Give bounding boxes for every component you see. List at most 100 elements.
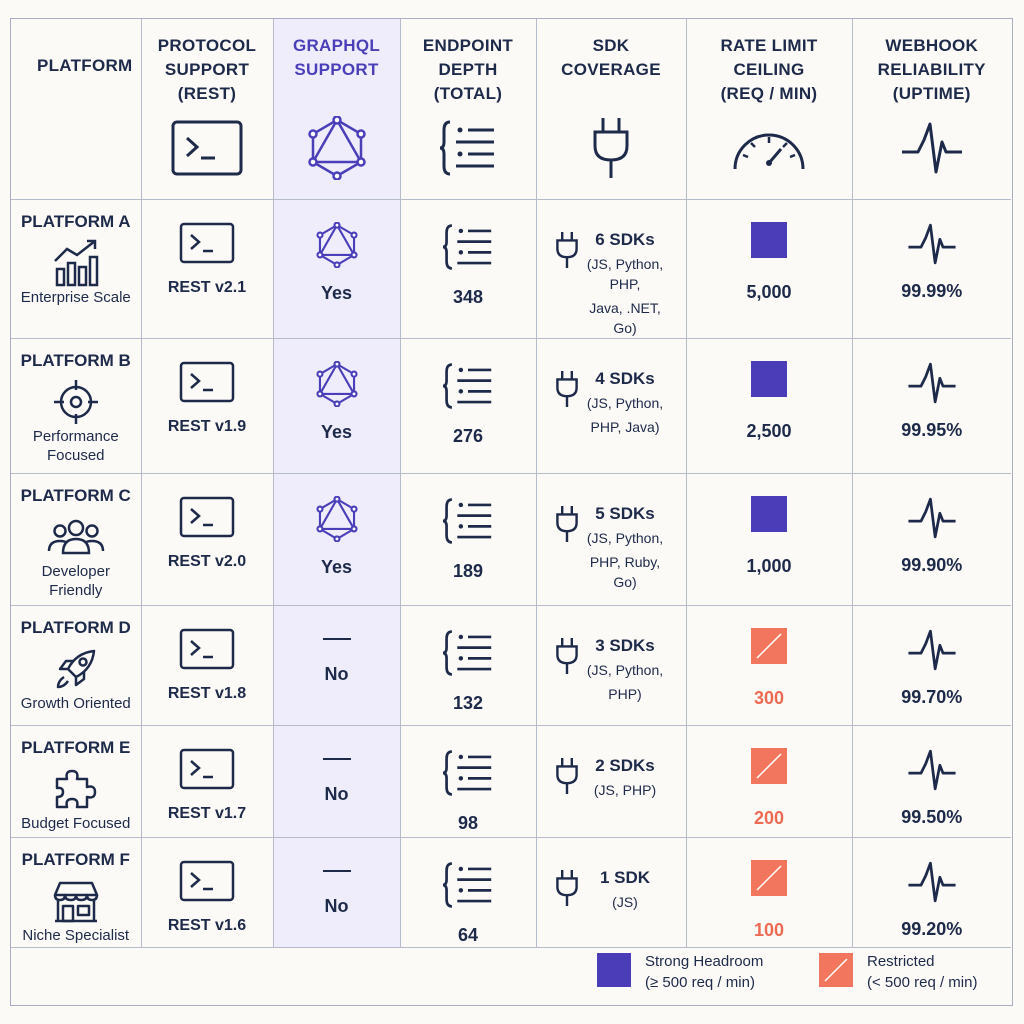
platform-descriptor: Growth Oriented [20, 694, 131, 712]
endpoint-list-icon [440, 361, 496, 416]
rest-cell: REST v1.7 [140, 724, 274, 838]
platform-name: PLATFORM E [21, 737, 131, 757]
plug-icon [555, 230, 579, 338]
graphql-value: No [324, 895, 349, 916]
graphql-cell: Yes [272, 472, 401, 606]
terminal-icon [179, 628, 235, 675]
rate-cell: 2,500 [685, 337, 853, 474]
header-row: PLATFORM PROTOCOL SUPPORT (REST) GRAPHQL SU… [11, 19, 1011, 200]
platform-cell: PLATFORM E Budget Focused [11, 724, 142, 838]
rest-cell: REST v1.8 [140, 604, 274, 726]
rate-limit-value: 200 [753, 807, 785, 828]
plug-icon [555, 369, 579, 437]
legend-strong-label: Strong Headroom [645, 953, 764, 970]
header-webhook: WEBHOOK RELIABILITY (UPTIME) [851, 19, 1011, 200]
rate-restricted-square [751, 859, 787, 896]
table-row: PLATFORM A Enterprise Scale REST v2.1 Yes 34… [11, 198, 1011, 339]
sdk-languages: (JS) [612, 893, 638, 910]
rate-restricted-square [751, 627, 787, 664]
rate-strong-square [751, 221, 787, 258]
graphql-cell: Yes [272, 337, 401, 474]
endpoint-cell: 189 [399, 472, 537, 606]
platform-descriptor: Niche Specialist [22, 926, 130, 944]
graphql-cell: Yes [272, 198, 401, 339]
rest-cell: REST v1.9 [140, 337, 274, 474]
endpoint-count: 64 [457, 924, 479, 945]
legend-restricted-range: (< 500 req / min) [867, 974, 978, 991]
terminal-icon [179, 496, 235, 543]
endpoint-count: 189 [452, 560, 484, 581]
header-rate: RATE LIMIT CEILING (REQ / MIN) [685, 19, 853, 200]
endpoint-count: 348 [452, 286, 484, 307]
platform-name: PLATFORM D [20, 617, 131, 637]
sdk-count: 2 SDKs [595, 755, 655, 775]
pulse-icon [906, 496, 958, 545]
rate-limit-value: 100 [753, 919, 785, 940]
endpoint-list-icon [440, 496, 496, 551]
rate-restricted-square [751, 747, 787, 784]
plug-icon [555, 756, 579, 801]
endpoint-list-icon [440, 222, 496, 277]
pulse-icon [906, 860, 958, 909]
sdk-languages: (JS, Python, [586, 529, 664, 546]
plug-icon [555, 868, 579, 913]
endpoint-count: 132 [452, 692, 484, 713]
uptime-value: 99.70% [901, 686, 963, 707]
rest-version: REST v2.0 [167, 552, 247, 570]
terminal-icon [179, 222, 235, 269]
endpoint-cell: 98 [399, 724, 537, 838]
platform-descriptor: Budget Focused [21, 814, 131, 832]
graphql-value: No [324, 663, 349, 684]
graphql-icon [307, 116, 366, 180]
sdk-count: 4 SDKs [595, 368, 655, 388]
legend-restricted: Restricted (< 500 req / min) [819, 951, 977, 993]
sdk-languages: (JS, PHP) [593, 781, 657, 798]
rate-limit-value: 2,500 [746, 420, 792, 441]
sdk-languages: (JS, Python, [586, 394, 664, 411]
platform-descriptor: Enterprise Scale [20, 288, 131, 306]
table-row: PLATFORM F Niche Specialist REST v1.6 No 64 1… [11, 836, 1011, 948]
table-row: PLATFORM D Growth Oriented REST v1.8 No 132 3… [11, 604, 1011, 726]
sdk-languages: PHP, Java) [590, 418, 660, 435]
rest-cell: REST v2.0 [140, 472, 274, 606]
rest-version: REST v2.1 [167, 278, 247, 296]
uptime-value: 99.90% [901, 554, 963, 575]
sdk-cell: 6 SDKs (JS, Python, PHP, Java, .NET, Go) [535, 198, 687, 339]
header-protocol: PROTOCOL SUPPORT (REST) [140, 19, 274, 200]
rate-strong-square [751, 360, 787, 397]
sdk-languages: PHP, Ruby, Go) [589, 553, 661, 590]
endpoint-list-icon [440, 748, 496, 803]
rest-version: REST v1.9 [167, 417, 247, 435]
sdk-count: 3 SDKs [595, 635, 655, 655]
uptime-value: 99.20% [901, 918, 963, 939]
sdk-languages: PHP) [608, 685, 642, 702]
platform-descriptor: Performance [32, 427, 119, 445]
graphql-value: Yes [320, 421, 353, 442]
endpoint-cell: 132 [399, 604, 537, 726]
platform-cell: PLATFORM D Growth Oriented [11, 604, 142, 726]
endpoint-list-icon [440, 628, 496, 683]
sdk-languages: (JS, Python, PHP, [586, 255, 664, 292]
comparison-table: PLATFORM PROTOCOL SUPPORT (REST) GRAPHQL SU… [11, 19, 1011, 948]
sdk-cell: 2 SDKs (JS, PHP) [535, 724, 687, 838]
sdk-count: 5 SDKs [595, 503, 655, 523]
graphql-icon [315, 495, 359, 547]
gauge-icon [733, 133, 805, 170]
rate-cell: 5,000 [685, 198, 853, 339]
rest-version: REST v1.6 [167, 916, 247, 934]
puzzle-icon [11, 764, 141, 814]
table-row: PLATFORM B Performance Focused REST v1.9 Yes… [11, 337, 1011, 474]
rate-cell: 200 [685, 724, 853, 838]
platform-cell: PLATFORM B Performance Focused [11, 337, 142, 474]
rate-cell: 1,000 [685, 472, 853, 606]
uptime-cell: 99.95% [851, 337, 1011, 474]
pulse-icon [906, 222, 958, 271]
rate-limit-value: 300 [753, 687, 785, 708]
not-available-dash [322, 637, 351, 640]
rate-strong-square [751, 495, 787, 532]
endpoint-list-icon [439, 120, 494, 176]
header-sdk: SDK COVERAGE [535, 19, 687, 200]
header-endpoint: ENDPOINT DEPTH (TOTAL) [399, 19, 537, 200]
platform-name: PLATFORM A [20, 211, 131, 231]
header-graphql: GRAPHQL SUPPORT [272, 19, 401, 200]
